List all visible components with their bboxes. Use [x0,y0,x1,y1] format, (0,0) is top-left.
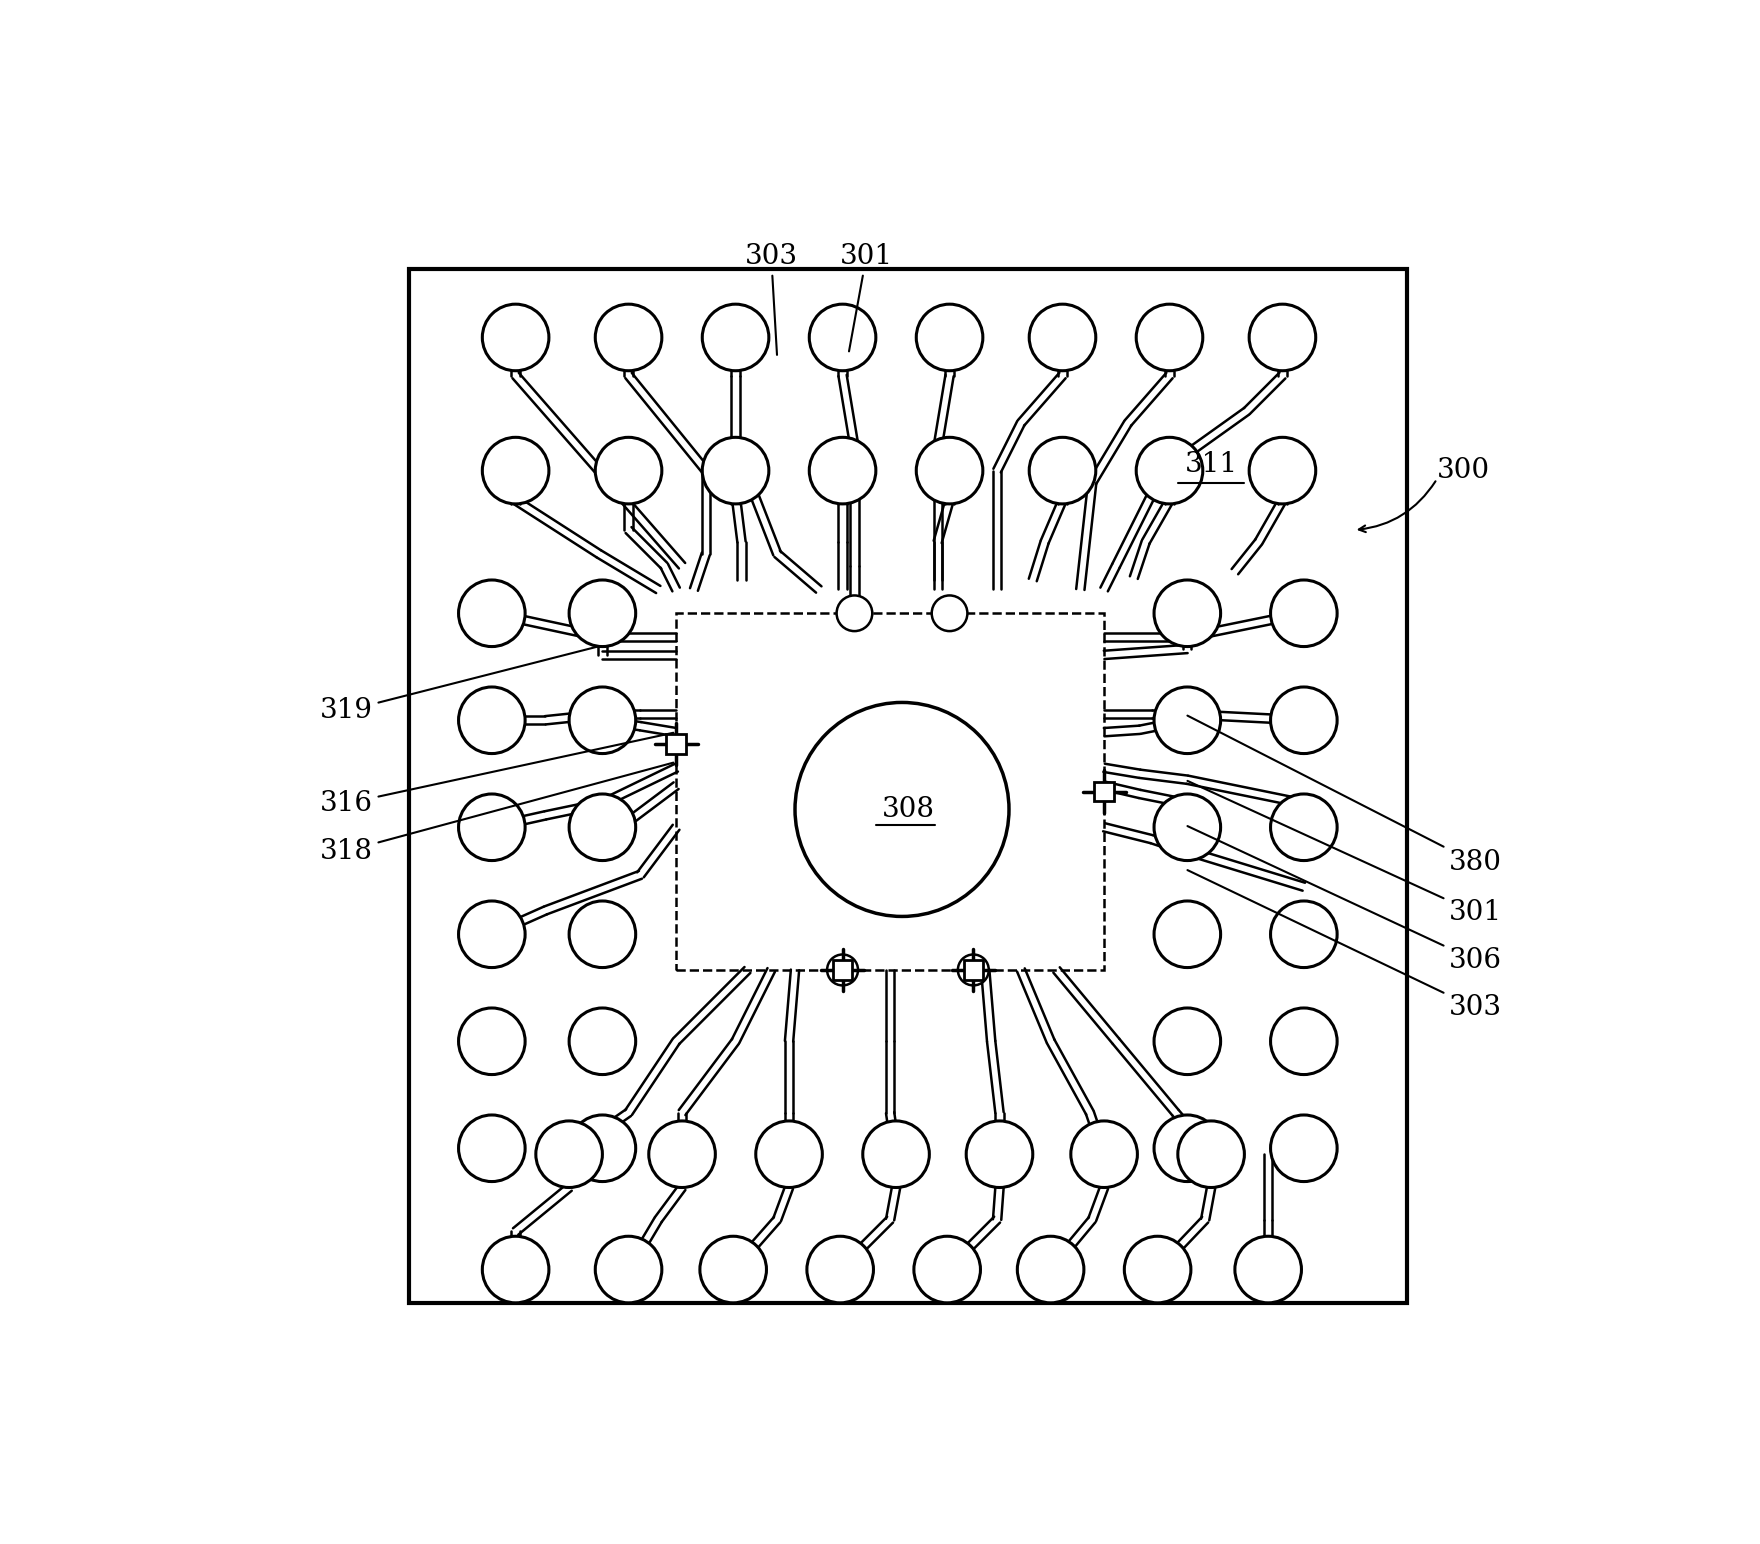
Circle shape [810,437,876,503]
Circle shape [1155,687,1221,753]
Circle shape [702,304,769,371]
Text: 301: 301 [840,242,892,352]
Circle shape [1155,581,1221,647]
Circle shape [482,1237,549,1303]
Bar [832,960,852,979]
Circle shape [535,1121,602,1187]
Circle shape [755,1121,822,1187]
Circle shape [1250,437,1316,503]
Circle shape [482,304,549,371]
Circle shape [482,437,549,503]
Circle shape [1137,437,1202,503]
Bar [667,735,686,753]
Circle shape [1271,687,1338,753]
Circle shape [700,1237,766,1303]
Circle shape [957,954,989,985]
Circle shape [1030,304,1096,371]
Circle shape [568,1115,635,1181]
Circle shape [568,902,635,968]
Circle shape [568,1008,635,1075]
Circle shape [827,954,859,985]
Circle shape [917,304,982,371]
Circle shape [806,1237,873,1303]
Circle shape [1271,581,1338,647]
Circle shape [459,581,524,647]
Circle shape [459,1115,524,1181]
Circle shape [1070,1121,1137,1187]
Circle shape [1177,1121,1244,1187]
Circle shape [913,1237,980,1303]
Circle shape [568,581,635,647]
Circle shape [1271,902,1338,968]
Circle shape [702,437,769,503]
Circle shape [966,1121,1033,1187]
Circle shape [649,1121,715,1187]
Circle shape [1125,1237,1192,1303]
Circle shape [931,596,968,631]
Circle shape [1155,1008,1221,1075]
Circle shape [1271,1115,1338,1181]
Circle shape [568,794,635,860]
Circle shape [1236,1237,1301,1303]
Text: 308: 308 [882,797,935,823]
Circle shape [1271,794,1338,860]
Circle shape [1137,304,1202,371]
Circle shape [836,596,873,631]
Circle shape [1017,1237,1084,1303]
Circle shape [1030,437,1096,503]
Bar [676,613,1104,970]
Circle shape [1155,1115,1221,1181]
Text: 380: 380 [1188,715,1501,877]
Circle shape [459,1008,524,1075]
Circle shape [810,304,876,371]
Circle shape [917,437,982,503]
Circle shape [595,1237,662,1303]
Text: 306: 306 [1188,826,1501,974]
Bar [1095,781,1114,801]
Text: 300: 300 [1436,457,1491,485]
Text: 319: 319 [320,645,600,724]
Circle shape [459,794,524,860]
Text: 318: 318 [320,763,674,865]
Circle shape [796,703,1008,917]
Circle shape [862,1121,929,1187]
Bar [964,960,984,979]
Text: 303: 303 [1188,871,1501,1022]
Circle shape [595,304,662,371]
Circle shape [595,437,662,503]
Circle shape [1155,902,1221,968]
FancyArrowPatch shape [1359,482,1436,533]
Text: 301: 301 [1188,781,1501,926]
Circle shape [459,687,524,753]
Text: 316: 316 [320,733,674,817]
Circle shape [1155,794,1221,860]
Circle shape [568,687,635,753]
Circle shape [1250,304,1316,371]
Circle shape [459,902,524,968]
Circle shape [1271,1008,1338,1075]
Text: 303: 303 [744,242,797,355]
Bar [408,269,1408,1303]
Text: 311: 311 [1184,451,1237,479]
